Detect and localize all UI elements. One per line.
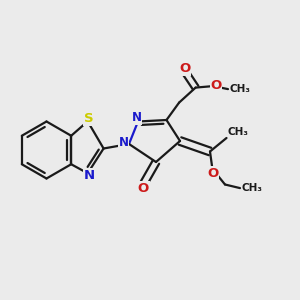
- Text: O: O: [138, 182, 149, 195]
- Text: O: O: [207, 167, 219, 180]
- Text: S: S: [84, 112, 93, 125]
- Text: N: N: [131, 111, 142, 124]
- Text: O: O: [210, 79, 222, 92]
- Text: N: N: [84, 169, 95, 182]
- Text: CH₃: CH₃: [229, 84, 250, 94]
- Text: N: N: [118, 136, 129, 149]
- Text: O: O: [179, 62, 190, 76]
- Text: CH₃: CH₃: [228, 127, 249, 137]
- Text: CH₃: CH₃: [241, 183, 262, 193]
